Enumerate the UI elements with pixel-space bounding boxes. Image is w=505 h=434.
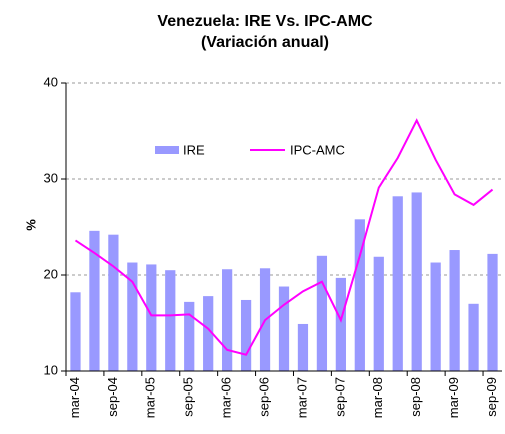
legend-label: IPC-AMC xyxy=(290,142,345,157)
bar xyxy=(165,270,176,371)
bar xyxy=(411,192,422,371)
bar xyxy=(203,296,214,371)
bar xyxy=(146,264,157,371)
bar xyxy=(278,286,290,371)
bar xyxy=(449,250,460,371)
x-tick-label: sep-09 xyxy=(484,377,499,417)
x-tick-label: mar-07 xyxy=(294,377,309,418)
x-tick-label: sep-06 xyxy=(256,377,271,417)
bar xyxy=(316,255,328,371)
x-tick-label: sep-08 xyxy=(408,377,423,417)
bar xyxy=(354,219,365,371)
legend-swatch xyxy=(155,146,179,154)
chart-title: Venezuela: IRE Vs. IPC-AMC xyxy=(157,13,373,30)
y-tick-label: 10 xyxy=(44,362,58,377)
legend-label: IRE xyxy=(183,142,205,157)
bar xyxy=(108,234,119,371)
bar xyxy=(127,262,138,371)
x-tick-label: mar-09 xyxy=(446,377,461,418)
bar xyxy=(222,269,233,371)
x-tick-label: mar-04 xyxy=(67,377,82,418)
y-tick-label: 40 xyxy=(44,74,58,89)
chart-subtitle: (Variación anual) xyxy=(201,34,329,51)
y-axis-label: % xyxy=(23,219,38,231)
x-tick-label: mar-06 xyxy=(219,377,234,418)
bar xyxy=(89,230,100,371)
x-tick-label: sep-04 xyxy=(105,377,120,417)
bar xyxy=(487,253,498,371)
bar xyxy=(70,292,81,371)
bar xyxy=(335,277,346,371)
x-tick-label: sep-05 xyxy=(181,377,196,417)
bar xyxy=(297,323,309,371)
line xyxy=(74,118,494,356)
y-tick-label: 30 xyxy=(44,170,58,185)
bar xyxy=(373,256,384,371)
y-tick-label: 20 xyxy=(44,266,58,281)
bar xyxy=(430,262,441,371)
x-tick-label: mar-05 xyxy=(143,377,158,418)
bar xyxy=(184,301,195,371)
bar xyxy=(468,303,479,371)
bar xyxy=(240,299,252,371)
x-tick-label: sep-07 xyxy=(332,377,347,417)
x-tick-label: mar-08 xyxy=(370,377,385,418)
bar xyxy=(392,196,403,371)
